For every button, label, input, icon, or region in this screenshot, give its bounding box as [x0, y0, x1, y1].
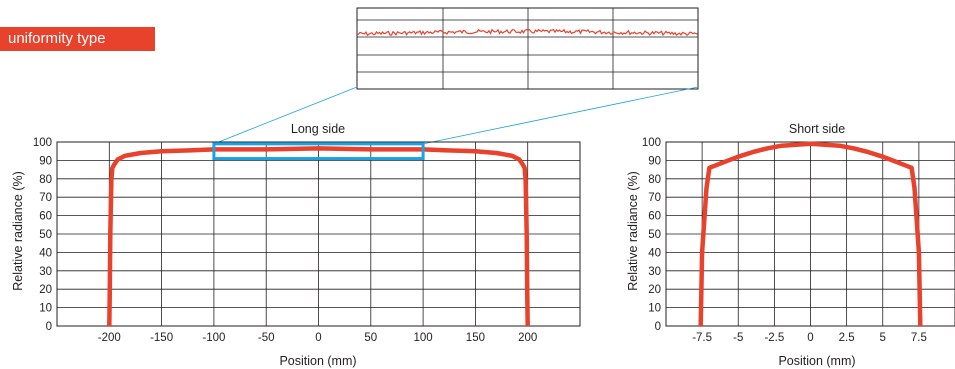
long-side-xlabel: Position (mm): [279, 354, 356, 368]
long-y-tick-label: 20: [39, 284, 52, 296]
short-y-tick-label: 10: [648, 303, 661, 315]
short-x-tick-label: 5: [880, 332, 886, 344]
long-y-tick-label: 60: [39, 211, 52, 223]
long-side-title: Long side: [291, 122, 345, 136]
short-side-chart: Short side Position (mm) Relative radian…: [626, 122, 955, 368]
long-y-tick-label: 0: [46, 321, 52, 333]
short-x-tick-label: -2.5: [764, 332, 784, 344]
short-side-ylabel: Relative radiance (%): [626, 171, 640, 291]
long-side-chart: Long side Position (mm) Relative radianc…: [11, 122, 581, 368]
uniformity-type-badge: uniformity type: [0, 27, 155, 51]
long-x-tick-label: -100: [202, 332, 225, 344]
long-y-tick-label: 40: [39, 247, 52, 259]
short-y-tick-label: 70: [648, 192, 661, 204]
long-y-tick-label: 30: [39, 266, 52, 278]
long-y-tick-label: 80: [39, 174, 52, 186]
long-x-tick-label: -150: [150, 332, 173, 344]
long-series-line: [107, 146, 530, 327]
long-side-ylabel: Relative radiance (%): [11, 171, 25, 291]
zoom-connector-lines: [213, 86, 699, 145]
long-x-tick-label: -200: [98, 332, 121, 344]
connector-line-right: [423, 86, 699, 145]
short-y-tick-label: 60: [648, 211, 661, 223]
short-y-tick-label: 100: [642, 137, 661, 149]
short-side-xlabel: Position (mm): [778, 354, 855, 368]
short-y-tick-label: 20: [648, 284, 661, 296]
zoom-highlight-box: [212, 142, 425, 161]
long-y-tick-label: 70: [39, 192, 52, 204]
short-y-tick-label: 0: [655, 321, 661, 333]
short-y-tick-label: 80: [648, 174, 661, 186]
short-y-tick-label: 50: [648, 229, 661, 241]
short-x-tick-label: 0: [807, 332, 813, 344]
long-x-tick-label: 150: [466, 332, 485, 344]
long-x-tick-label: 0: [315, 332, 321, 344]
long-x-tick-label: 100: [414, 332, 433, 344]
long-y-tick-label: 90: [39, 155, 52, 167]
short-x-tick-label: -7.5: [692, 332, 712, 344]
long-x-tick-label: 200: [518, 332, 537, 344]
short-x-tick-label: 7.5: [911, 332, 927, 344]
inset-series-line: [356, 28, 698, 37]
inset-zoom-panel: [356, 7, 699, 90]
short-side-title: Short side: [789, 122, 845, 136]
long-y-tick-label: 50: [39, 229, 52, 241]
short-x-tick-label: -5: [733, 332, 743, 344]
short-series-line: [698, 141, 923, 327]
short-y-tick-label: 30: [648, 266, 661, 278]
long-x-tick-label: -50: [258, 332, 275, 344]
connector-line-left: [213, 86, 358, 145]
long-x-tick-label: 50: [364, 332, 377, 344]
short-y-tick-label: 90: [648, 155, 661, 167]
short-x-tick-label: 2.5: [839, 332, 855, 344]
inset-frame: [356, 7, 699, 90]
long-y-tick-label: 100: [33, 137, 52, 149]
long-y-tick-label: 10: [39, 303, 52, 315]
short-y-tick-label: 40: [648, 247, 661, 259]
